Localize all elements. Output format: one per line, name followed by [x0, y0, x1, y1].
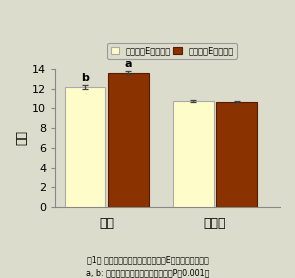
Text: 図1． 豚肉の彩度に及ぼすビタミンE給与と加熱の影響: 図1． 豚肉の彩度に及ぼすビタミンE給与と加熱の影響	[87, 256, 208, 265]
Text: a, b: 異なる文字間に有意差有り　（P＜0.001）: a, b: 異なる文字間に有意差有り （P＜0.001）	[86, 268, 209, 277]
Y-axis label: 彩度: 彩度	[15, 130, 28, 145]
Bar	[65, 87, 105, 207]
Text: a: a	[125, 59, 132, 69]
Text: b: b	[81, 73, 89, 83]
Legend: ビタミンE給与：無, ビタミンE給与：有: ビタミンE給与：無, ビタミンE給与：有	[107, 43, 237, 59]
Bar	[173, 101, 214, 207]
Bar	[108, 73, 149, 207]
Bar	[217, 102, 257, 207]
